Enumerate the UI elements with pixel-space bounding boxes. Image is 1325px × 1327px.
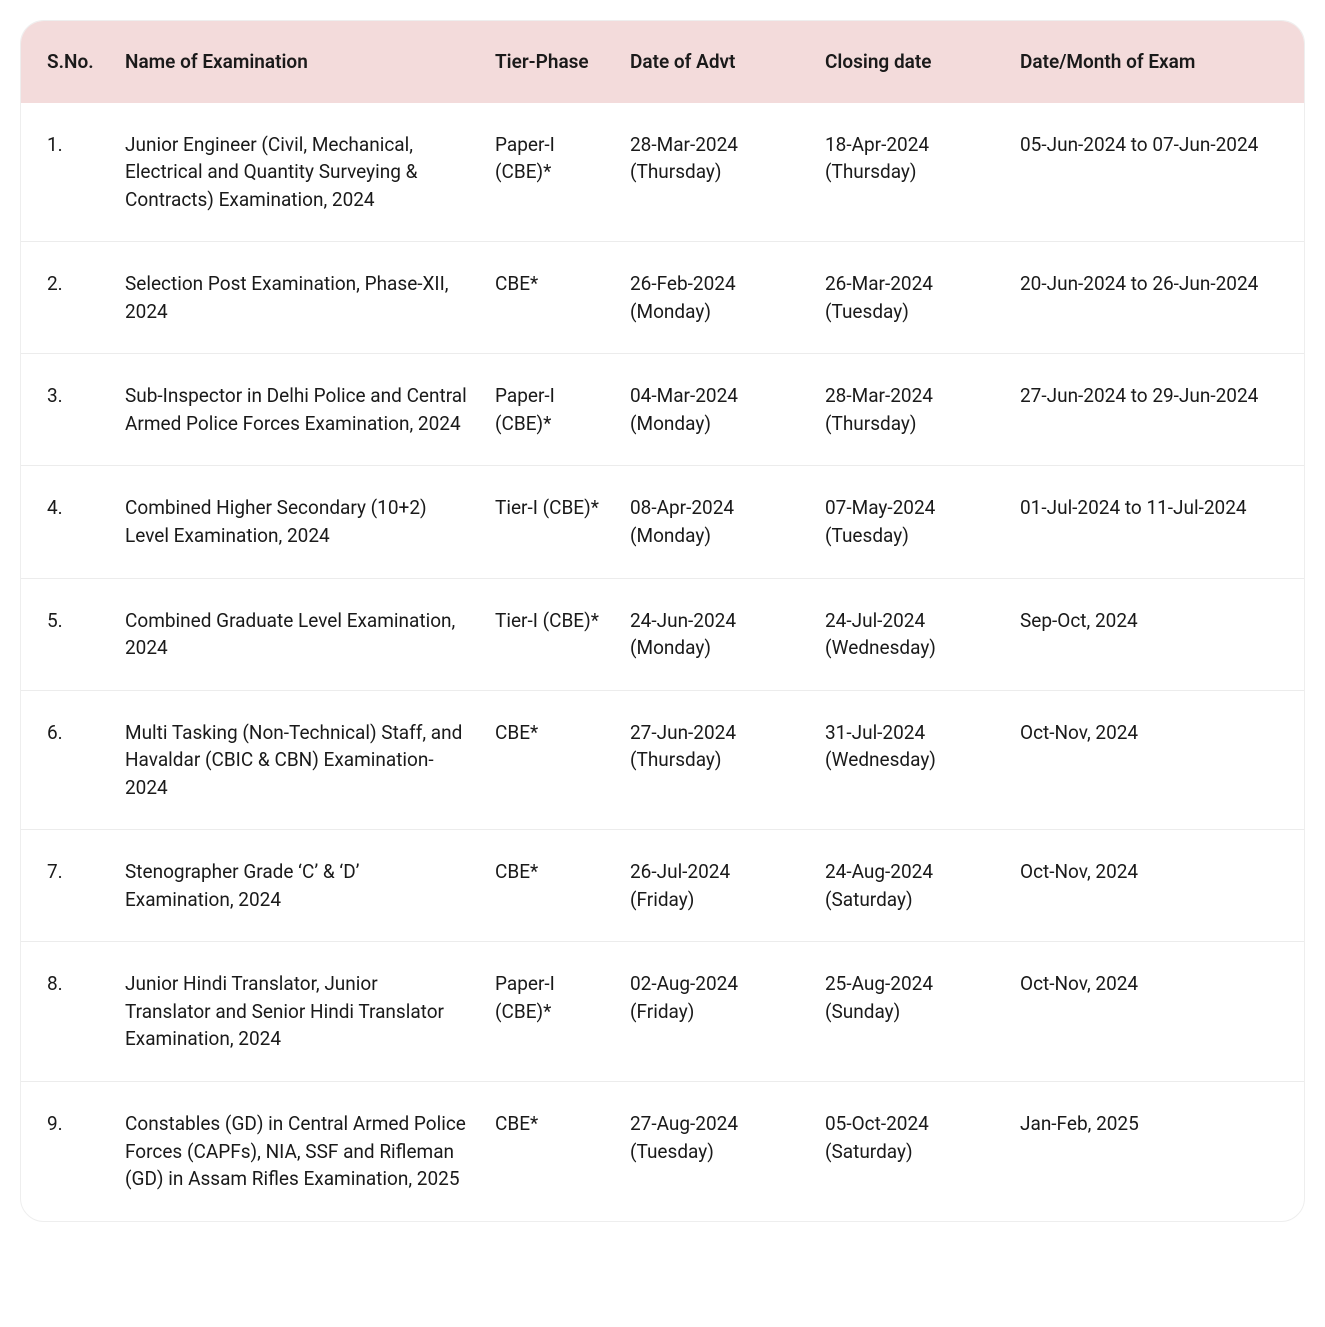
cell-advt: 02-Aug-2024 (Friday): [616, 942, 811, 1082]
col-header-sno: S.No.: [21, 21, 111, 103]
cell-close: 26-Mar-2024 (Tuesday): [811, 242, 1006, 354]
cell-close: 07-May-2024 (Tuesday): [811, 466, 1006, 578]
table-row: 5.Combined Graduate Level Examination, 2…: [21, 578, 1305, 690]
cell-advt: 04-Mar-2024 (Monday): [616, 354, 811, 466]
cell-tier: Paper-I (CBE)*: [481, 942, 616, 1082]
cell-sno: 2.: [21, 242, 111, 354]
table-row: 6.Multi Tasking (Non-Technical) Staff, a…: [21, 690, 1305, 830]
table-row: 2.Selection Post Examination, Phase-XII,…: [21, 242, 1305, 354]
cell-advt: 27-Aug-2024 (Tuesday): [616, 1082, 811, 1221]
col-header-advt: Date of Advt: [616, 21, 811, 103]
cell-tier: CBE*: [481, 690, 616, 830]
cell-exam: Oct-Nov, 2024: [1006, 942, 1305, 1082]
cell-close: 05-Oct-2024 (Saturday): [811, 1082, 1006, 1221]
cell-close: 25-Aug-2024 (Sunday): [811, 942, 1006, 1082]
cell-exam: 27-Jun-2024 to 29-Jun-2024: [1006, 354, 1305, 466]
cell-close: 28-Mar-2024 (Thursday): [811, 354, 1006, 466]
cell-sno: 4.: [21, 466, 111, 578]
cell-advt: 28-Mar-2024 (Thursday): [616, 103, 811, 242]
cell-name: Junior Hindi Translator, Junior Translat…: [111, 942, 481, 1082]
cell-exam: Sep-Oct, 2024: [1006, 578, 1305, 690]
col-header-exam: Date/Month of Exam: [1006, 21, 1305, 103]
table: S.No. Name of Examination Tier-Phase Dat…: [21, 21, 1305, 1221]
cell-tier: CBE*: [481, 1082, 616, 1221]
table-row: 9.Constables (GD) in Central Armed Polic…: [21, 1082, 1305, 1221]
cell-exam: 20-Jun-2024 to 26-Jun-2024: [1006, 242, 1305, 354]
cell-close: 24-Aug-2024 (Saturday): [811, 830, 1006, 942]
cell-exam: 05-Jun-2024 to 07-Jun-2024: [1006, 103, 1305, 242]
cell-close: 31-Jul-2024 (Wednesday): [811, 690, 1006, 830]
table-row: 7.Stenographer Grade ‘C’ & ‘D’ Examinati…: [21, 830, 1305, 942]
cell-advt: 26-Jul-2024 (Friday): [616, 830, 811, 942]
cell-name: Multi Tasking (Non-Technical) Staff, and…: [111, 690, 481, 830]
cell-tier: CBE*: [481, 830, 616, 942]
exam-schedule-table: S.No. Name of Examination Tier-Phase Dat…: [20, 20, 1305, 1222]
cell-name: Combined Graduate Level Examination, 202…: [111, 578, 481, 690]
cell-name: Selection Post Examination, Phase-XII, 2…: [111, 242, 481, 354]
table-row: 4.Combined Higher Secondary (10+2) Level…: [21, 466, 1305, 578]
cell-sno: 9.: [21, 1082, 111, 1221]
cell-advt: 24-Jun-2024 (Monday): [616, 578, 811, 690]
cell-tier: CBE*: [481, 242, 616, 354]
cell-close: 18-Apr-2024 (Thursday): [811, 103, 1006, 242]
table-row: 8.Junior Hindi Translator, Junior Transl…: [21, 942, 1305, 1082]
cell-sno: 7.: [21, 830, 111, 942]
cell-tier: Paper-I (CBE)*: [481, 354, 616, 466]
cell-name: Sub-Inspector in Delhi Police and Centra…: [111, 354, 481, 466]
table-row: 1.Junior Engineer (Civil, Mechanical, El…: [21, 103, 1305, 242]
cell-sno: 5.: [21, 578, 111, 690]
table-header: S.No. Name of Examination Tier-Phase Dat…: [21, 21, 1305, 103]
cell-name: Combined Higher Secondary (10+2) Level E…: [111, 466, 481, 578]
col-header-close: Closing date: [811, 21, 1006, 103]
cell-advt: 26-Feb-2024 (Monday): [616, 242, 811, 354]
cell-tier: Tier-I (CBE)*: [481, 578, 616, 690]
cell-advt: 08-Apr-2024 (Monday): [616, 466, 811, 578]
cell-name: Junior Engineer (Civil, Mechanical, Elec…: [111, 103, 481, 242]
cell-exam: Oct-Nov, 2024: [1006, 690, 1305, 830]
cell-name: Stenographer Grade ‘C’ & ‘D’ Examination…: [111, 830, 481, 942]
table-row: 3.Sub-Inspector in Delhi Police and Cent…: [21, 354, 1305, 466]
cell-exam: Jan-Feb, 2025: [1006, 1082, 1305, 1221]
table-body: 1.Junior Engineer (Civil, Mechanical, El…: [21, 103, 1305, 1221]
cell-advt: 27-Jun-2024 (Thursday): [616, 690, 811, 830]
cell-name: Constables (GD) in Central Armed Police …: [111, 1082, 481, 1221]
col-header-tier: Tier-Phase: [481, 21, 616, 103]
cell-close: 24-Jul-2024 (Wednesday): [811, 578, 1006, 690]
cell-tier: Paper-I (CBE)*: [481, 103, 616, 242]
cell-sno: 1.: [21, 103, 111, 242]
cell-tier: Tier-I (CBE)*: [481, 466, 616, 578]
cell-sno: 8.: [21, 942, 111, 1082]
cell-exam: 01-Jul-2024 to 11-Jul-2024: [1006, 466, 1305, 578]
col-header-name: Name of Examination: [111, 21, 481, 103]
cell-sno: 6.: [21, 690, 111, 830]
cell-exam: Oct-Nov, 2024: [1006, 830, 1305, 942]
cell-sno: 3.: [21, 354, 111, 466]
